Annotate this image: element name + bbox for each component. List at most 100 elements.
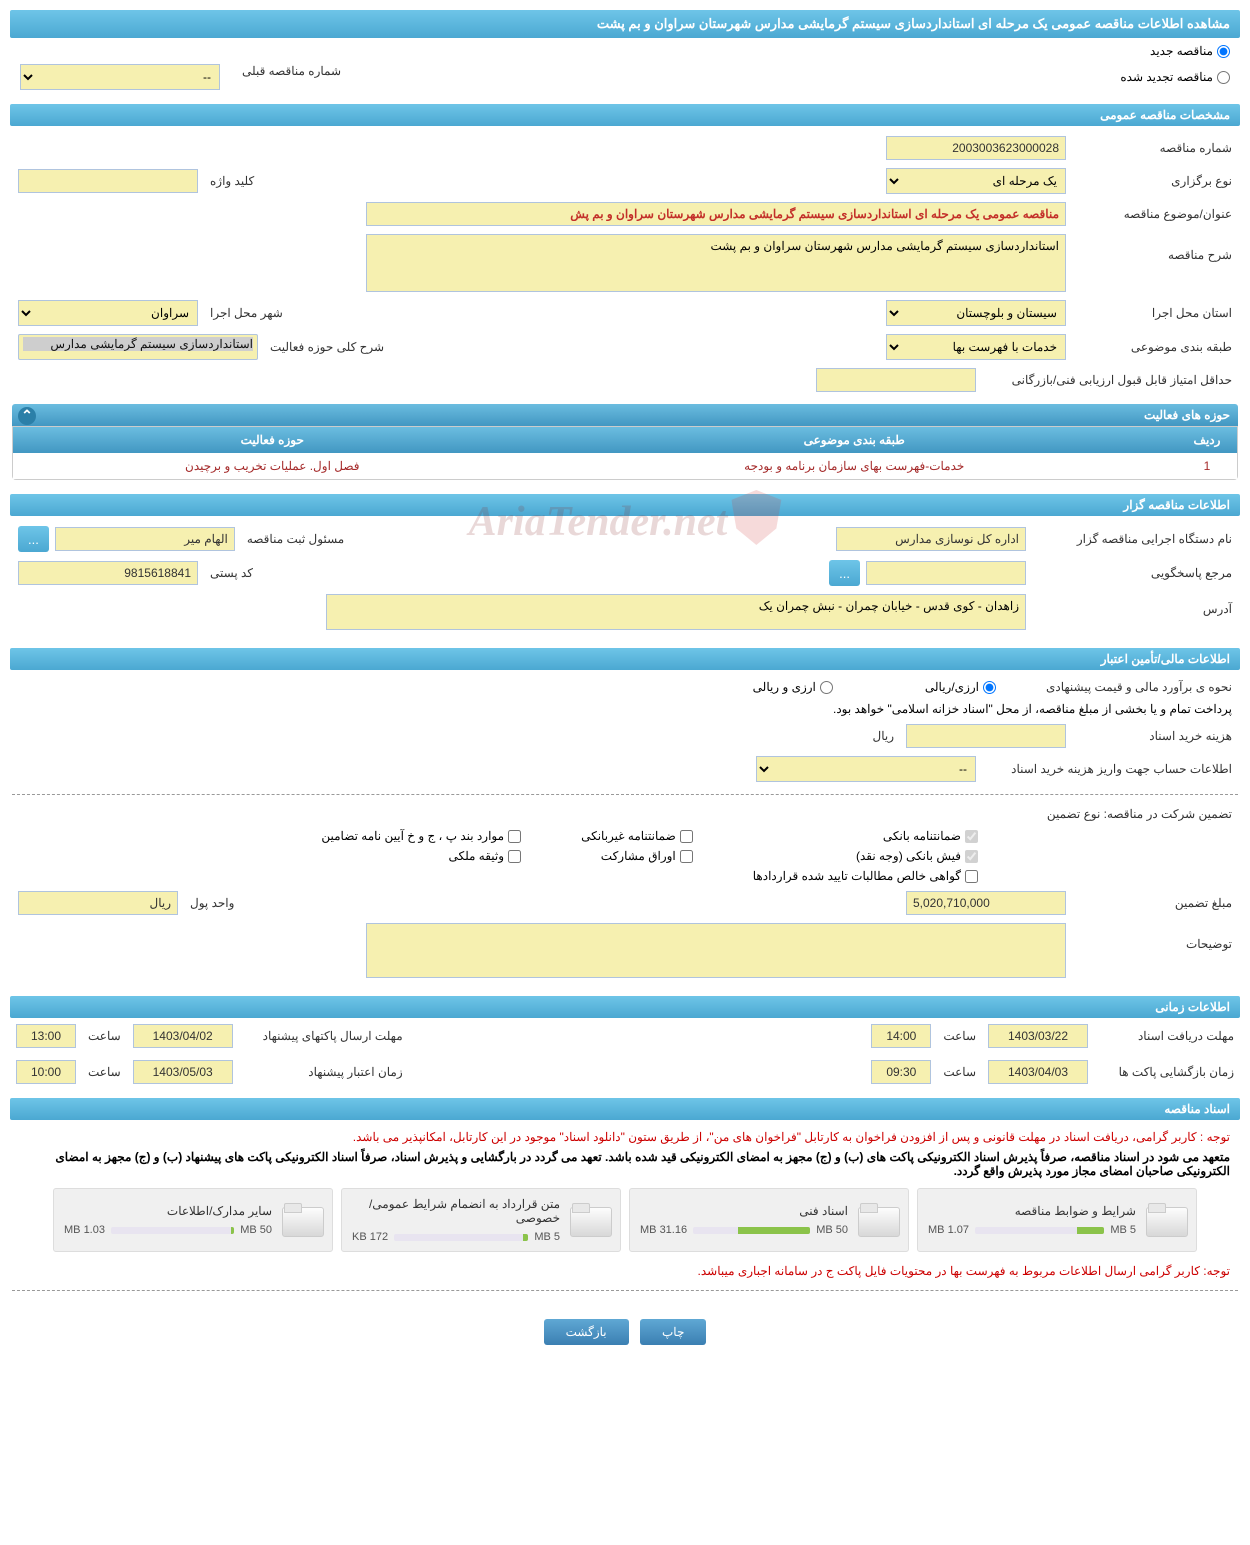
submit-label: مهلت ارسال پاکتهای پیشنهاد bbox=[239, 1029, 409, 1043]
file-used: 31.16 MB bbox=[640, 1224, 687, 1236]
file-card[interactable]: سایر مدارک/اطلاعات 50 MB 1.03 MB bbox=[53, 1188, 333, 1252]
keyword-field[interactable] bbox=[18, 169, 198, 193]
category-label: طبقه بندی موضوعی bbox=[1072, 340, 1232, 354]
province-select[interactable]: سیستان و بلوچستان bbox=[886, 300, 1066, 326]
radio-renewed-label: مناقصه تجدید شده bbox=[1120, 70, 1213, 84]
progress-bar bbox=[394, 1234, 528, 1241]
cb-nonbank-guarantee[interactable] bbox=[680, 830, 693, 843]
file-total: 50 MB bbox=[240, 1224, 272, 1236]
col-row: ردیف bbox=[1177, 427, 1237, 453]
doc-cost-unit: ریال bbox=[866, 729, 900, 743]
account-select[interactable]: -- bbox=[756, 756, 976, 782]
tender-mode-radio-group: مناقصه جدید bbox=[10, 38, 1240, 64]
guarantee-amount-field bbox=[906, 891, 1066, 915]
desc-label: شرح مناقصه bbox=[1072, 234, 1232, 262]
open-time-field bbox=[871, 1060, 931, 1084]
validity-time-label: ساعت bbox=[82, 1065, 127, 1079]
guarantee-amount-label: مبلغ تضمین bbox=[1072, 896, 1232, 910]
cb-pledge-label: وثیقه ملکی bbox=[448, 849, 504, 863]
open-date-field bbox=[988, 1060, 1088, 1084]
notice-download: توجه : کاربر گرامی، دریافت اسناد در مهلت… bbox=[12, 1126, 1238, 1148]
registrar-label: مسئول ثبت مناقصه bbox=[241, 532, 350, 546]
submit-time-label: ساعت bbox=[82, 1029, 127, 1043]
activity-scope-select[interactable]: استانداردسازی سیستم گرمایشی مدارس bbox=[18, 334, 258, 360]
guarantee-unit-label: واحد پول bbox=[184, 896, 240, 910]
resp-field[interactable] bbox=[866, 561, 1026, 585]
address-label: آدرس bbox=[1032, 594, 1232, 616]
file-total: 5 MB bbox=[1110, 1224, 1136, 1236]
radio-new-tender[interactable] bbox=[1217, 45, 1230, 58]
page-title: مشاهده اطلاعات مناقصه عمومی یک مرحله ای … bbox=[10, 10, 1240, 38]
min-score-label: حداقل امتیاز قابل قبول ارزیابی فنی/بازرگ… bbox=[982, 373, 1232, 387]
cb-certificate[interactable] bbox=[965, 870, 978, 883]
section-time-header: اطلاعات زمانی bbox=[10, 996, 1240, 1018]
activities-table: ردیف طبقه بندی موضوعی حوزه فعالیت 1 خدما… bbox=[12, 426, 1238, 480]
cb-regulation-label: موارد بند پ ، ج و خ آیین نامه تضامین bbox=[321, 829, 504, 843]
holding-type-label: نوع برگزاری bbox=[1072, 174, 1232, 188]
file-used: 1.07 MB bbox=[928, 1224, 969, 1236]
notice-commitment: متعهد می شود در اسناد مناقصه، صرفاً پذیر… bbox=[12, 1148, 1238, 1180]
cb-nonbank-guarantee-label: ضمانتنامه غیربانکی bbox=[581, 829, 676, 843]
notice-mandatory: توجه: کاربر گرامی ارسال اطلاعات مربوط به… bbox=[12, 1260, 1238, 1282]
guarantee-notes-field[interactable] bbox=[366, 923, 1066, 978]
doc-cost-field[interactable] bbox=[906, 724, 1066, 748]
radio-rial-label: ارزی/ریالی bbox=[925, 680, 979, 694]
address-field[interactable] bbox=[326, 594, 1026, 630]
tender-no-field bbox=[886, 136, 1066, 160]
file-total: 50 MB bbox=[816, 1224, 848, 1236]
cb-bank-receipt bbox=[965, 850, 978, 863]
collapse-icon[interactable]: ⌃ bbox=[18, 407, 36, 425]
radio-mixed-label: ارزی و ریالی bbox=[753, 680, 816, 694]
account-label: اطلاعات حساب جهت واریز هزینه خرید اسناد bbox=[982, 762, 1232, 776]
province-label: استان محل اجرا bbox=[1072, 306, 1232, 320]
section-general-header: مشخصات مناقصه عمومی bbox=[10, 104, 1240, 126]
guarantee-notes-label: توضیحات bbox=[1072, 923, 1232, 951]
radio-renewed-tender[interactable] bbox=[1217, 71, 1230, 84]
validity-label: زمان اعتبار پیشنهاد bbox=[239, 1065, 409, 1079]
registrar-more-button[interactable]: ... bbox=[18, 526, 49, 552]
file-title: اسناد فنی bbox=[640, 1204, 848, 1218]
resp-more-button[interactable]: ... bbox=[829, 560, 860, 586]
guarantee-unit-field bbox=[18, 891, 178, 915]
open-label: زمان بازگشایی پاکت ها bbox=[1094, 1065, 1234, 1079]
divider bbox=[12, 794, 1238, 795]
receive-time-label: ساعت bbox=[937, 1029, 982, 1043]
file-card[interactable]: متن قرارداد به انضمام شرایط عمومی/خصوصی … bbox=[341, 1188, 621, 1252]
activity-scope-label: شرح کلی حوزه فعالیت bbox=[264, 340, 390, 354]
cb-regulation[interactable] bbox=[508, 830, 521, 843]
radio-mixed[interactable] bbox=[820, 681, 833, 694]
section-docs-header: اسناد مناقصه bbox=[10, 1098, 1240, 1120]
pay-note: پرداخت تمام و یا بخشی از مبلغ مناقصه، از… bbox=[833, 702, 1232, 716]
folder-icon bbox=[570, 1203, 610, 1237]
min-score-field[interactable] bbox=[816, 368, 976, 392]
radio-new-label: مناقصه جدید bbox=[1150, 44, 1213, 58]
divider-bottom bbox=[12, 1290, 1238, 1291]
cb-participation[interactable] bbox=[680, 850, 693, 863]
guarantee-type-label: تضمین شرکت در مناقصه: نوع تضمین bbox=[982, 807, 1232, 821]
desc-field[interactable] bbox=[366, 234, 1066, 292]
category-select[interactable]: خدمات با فهرست بها bbox=[886, 334, 1066, 360]
cb-participation-label: اوراق مشارکت bbox=[601, 849, 676, 863]
city-select[interactable]: سراوان bbox=[18, 300, 198, 326]
progress-bar bbox=[693, 1227, 810, 1234]
submit-time-field bbox=[16, 1024, 76, 1048]
registrar-field bbox=[55, 527, 235, 551]
prev-number-select[interactable]: -- bbox=[20, 64, 220, 90]
back-button[interactable]: بازگشت bbox=[544, 1319, 629, 1345]
col-category: طبقه بندی موضوعی bbox=[531, 427, 1177, 453]
cb-pledge[interactable] bbox=[508, 850, 521, 863]
section-organizer-header: اطلاعات مناقصه گزار bbox=[10, 494, 1240, 516]
city-label: شهر محل اجرا bbox=[204, 306, 289, 320]
subject-label: عنوان/موضوع مناقصه bbox=[1072, 207, 1232, 221]
cb-bank-guarantee-label: ضمانتنامه بانکی bbox=[883, 829, 961, 843]
prev-number-label: شماره مناقصه قبلی bbox=[236, 64, 347, 90]
doc-cost-label: هزینه خرید اسناد bbox=[1072, 729, 1232, 743]
file-card[interactable]: اسناد فنی 50 MB 31.16 MB bbox=[629, 1188, 909, 1252]
print-button[interactable]: چاپ bbox=[640, 1319, 706, 1345]
holding-type-select[interactable]: یک مرحله ای bbox=[886, 168, 1066, 194]
validity-date-field bbox=[133, 1060, 233, 1084]
file-card[interactable]: شرایط و ضوابط مناقصه 5 MB 1.07 MB bbox=[917, 1188, 1197, 1252]
receive-label: مهلت دریافت اسناد bbox=[1094, 1029, 1234, 1043]
file-title: سایر مدارک/اطلاعات bbox=[64, 1204, 272, 1218]
radio-rial[interactable] bbox=[983, 681, 996, 694]
